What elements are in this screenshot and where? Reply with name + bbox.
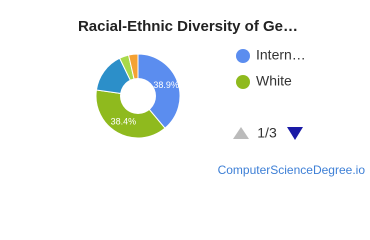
donut: 38.9% 38.4% (95, 53, 181, 139)
value-label: 38.4% (111, 117, 137, 127)
next-button[interactable] (287, 127, 303, 140)
legend-label: White (256, 73, 292, 89)
slice (95, 89, 166, 139)
prev-button[interactable] (233, 127, 249, 139)
chart: Racial-Ethnic Diversity of Ge… 38.9% 38.4… (78, 18, 366, 177)
slice (137, 53, 181, 129)
donut-hole (120, 78, 156, 114)
value-label: 38.9% (153, 80, 179, 90)
pager-label: 1/3 (257, 125, 277, 141)
legend-label: Intern… (256, 47, 306, 63)
legend: Intern… White (236, 47, 306, 89)
legend-swatch (236, 49, 250, 63)
legend-swatch (236, 75, 250, 89)
footer-link[interactable]: ComputerScienceDegree.io (218, 163, 366, 177)
chart-title: Racial-Ethnic Diversity of Ge… (78, 18, 298, 35)
